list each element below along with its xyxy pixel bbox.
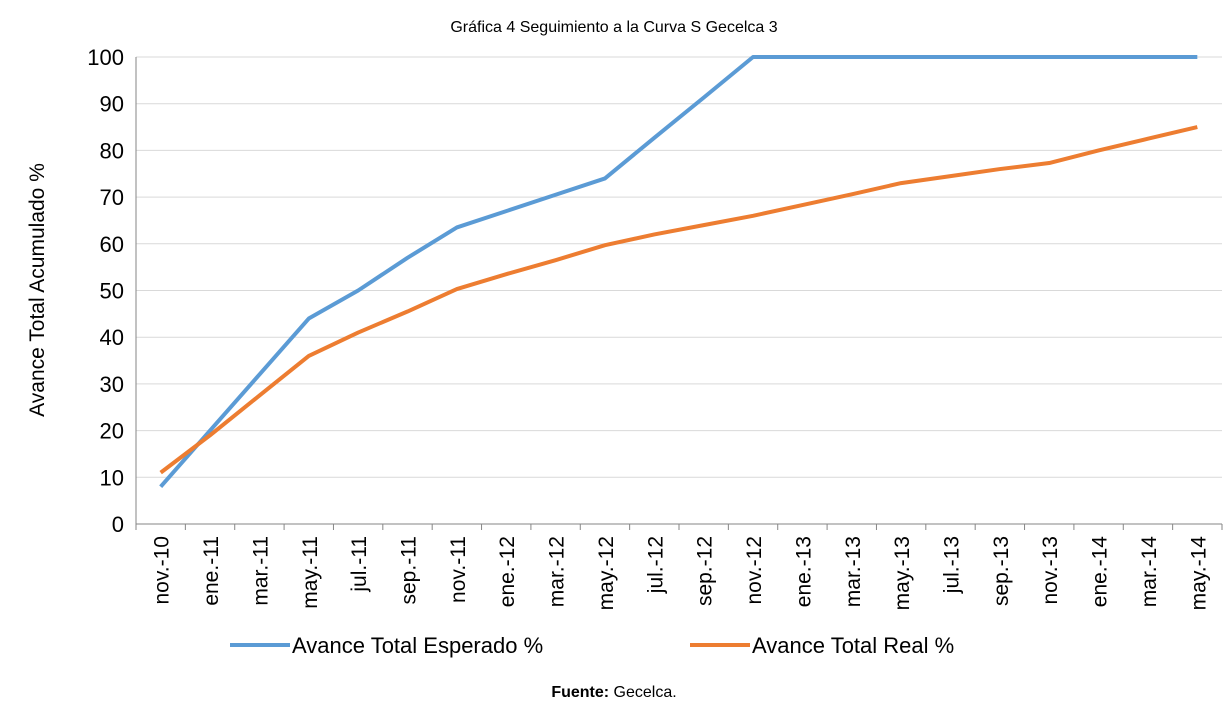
x-tick-label: jul.-11 xyxy=(348,536,371,593)
x-tick-label: jul.-13 xyxy=(941,536,964,594)
y-tick-label: 70 xyxy=(100,185,124,210)
data-line xyxy=(159,125,1198,475)
x-tick-label: sep.-13 xyxy=(990,536,1013,606)
x-tick-label: ene.-12 xyxy=(496,536,519,607)
x-tick-label: nov.-11 xyxy=(447,536,470,603)
y-tick-label: 60 xyxy=(100,232,124,257)
y-tick-label: 10 xyxy=(100,465,124,490)
y-tick-label: 40 xyxy=(100,325,124,350)
y-tick-label: 80 xyxy=(100,138,124,163)
source-label: Fuente: xyxy=(551,684,609,701)
y-tick-label: 100 xyxy=(87,45,124,70)
x-tick-label: ene.-14 xyxy=(1089,536,1112,608)
y-tick-label: 90 xyxy=(100,92,124,117)
x-tick-label: nov.-10 xyxy=(151,536,174,605)
x-tick-label: may.-13 xyxy=(891,536,914,610)
source-text: Gecelca. xyxy=(614,684,677,701)
x-tick-label: mar.-13 xyxy=(842,536,865,607)
legend-label: Avance Total Esperado % xyxy=(292,633,543,658)
legend-label: Avance Total Real % xyxy=(752,633,954,658)
x-tick-label: nov.-12 xyxy=(743,536,766,605)
x-tick-label: nov.-13 xyxy=(1039,536,1062,605)
y-tick-label: 50 xyxy=(100,279,124,304)
x-tick-label: jul.-12 xyxy=(644,536,667,594)
x-tick-label: ene.-11 xyxy=(200,536,223,606)
x-tick-label: may.-12 xyxy=(595,536,618,610)
x-tick-label: ene.-13 xyxy=(792,536,815,607)
x-tick-label: mar.-12 xyxy=(546,536,569,607)
y-tick-label: 30 xyxy=(100,372,124,397)
y-tick-label: 0 xyxy=(112,512,124,537)
x-tick-label: sep.-11 xyxy=(398,536,421,605)
y-tick-label: 20 xyxy=(100,419,124,444)
x-tick-label: may.-11 xyxy=(299,536,322,609)
x-tick-label: mar.-14 xyxy=(1138,536,1161,608)
y-axis-label: Avance Total Acumulado % xyxy=(26,163,49,417)
source-note: Fuente: Gecelca. xyxy=(551,684,676,701)
x-tick-label: may.-14 xyxy=(1187,536,1210,611)
chart-title: Gráfica 4 Seguimiento a la Curva S Gecel… xyxy=(450,19,777,36)
x-tick-label: mar.-11 xyxy=(249,536,272,606)
data-line xyxy=(159,55,1198,488)
x-tick-label: sep.-12 xyxy=(694,536,717,606)
